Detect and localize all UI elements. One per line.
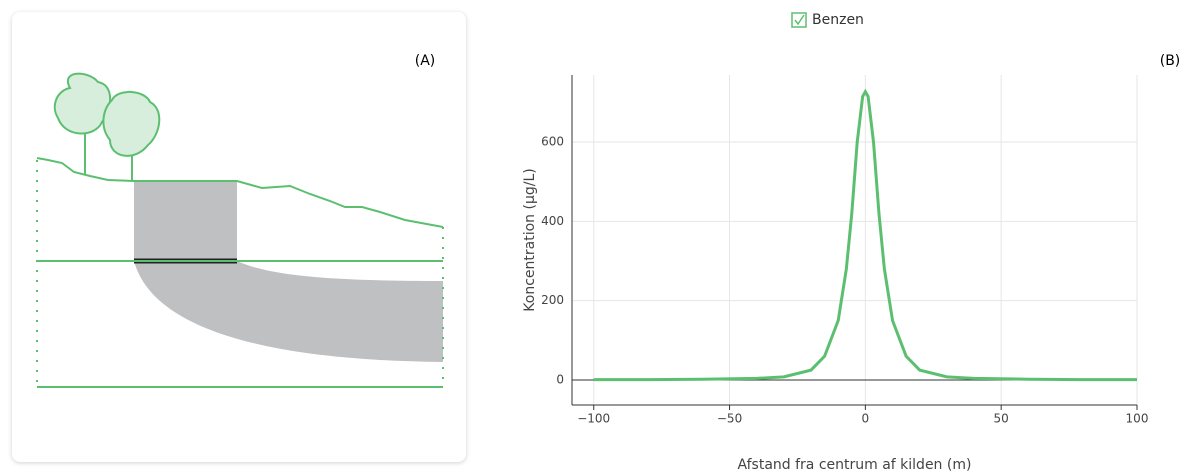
legend-label[interactable]: Benzen xyxy=(812,12,864,28)
y-axis-title: Koncentration (µg/L) xyxy=(522,168,538,311)
y-tick-label: 200 xyxy=(541,293,564,307)
x-tick-label: 0 xyxy=(862,412,870,426)
y-tick-label: 0 xyxy=(556,373,564,387)
y-tick-label: 400 xyxy=(541,214,564,228)
panel-label: (A) xyxy=(415,53,436,69)
x-tick-label: 100 xyxy=(1126,412,1149,426)
line-series xyxy=(593,88,1137,382)
x-tick-label: −100 xyxy=(577,412,610,426)
site-diagram xyxy=(36,72,444,388)
y-tick-label: 600 xyxy=(541,135,564,149)
panel-label: (B) xyxy=(1160,53,1181,69)
chart: −100 −50 0 50 100 0 200 400 600 Afstand fra centr… xyxy=(522,12,1148,473)
x-tick-label: 50 xyxy=(994,412,1009,426)
legend-check xyxy=(794,14,805,26)
x-tick-label: −50 xyxy=(717,412,742,426)
x-axis-title: Afstand fra centrum af kilden (m) xyxy=(738,457,972,473)
